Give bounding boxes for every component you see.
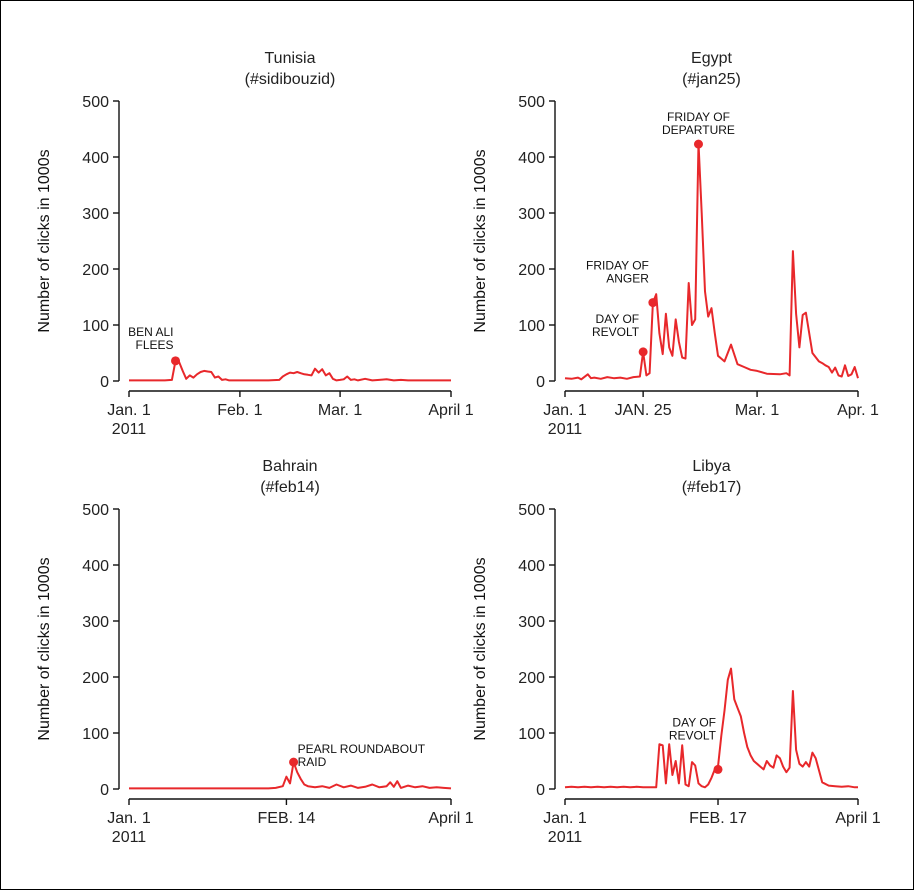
y-tick-label: 200 [82, 262, 109, 279]
annotation-label: PEARL ROUNDABOUT [298, 742, 426, 756]
y-axis-label: Number of clicks in 1000s [472, 149, 489, 332]
annotation-label: BEN ALI [128, 325, 173, 339]
y-tick-label: 400 [82, 558, 109, 575]
y-tick-label: 0 [100, 374, 109, 391]
x-tick-sublabel: 2011 [548, 829, 583, 846]
annotation-marker [648, 298, 658, 308]
y-tick-label: 300 [518, 206, 545, 223]
chart-subtitle: (#feb17) [682, 479, 742, 496]
chart-subtitle: (#sidibouzid) [245, 71, 336, 88]
y-axis-label: Number of clicks in 1000s [36, 149, 53, 332]
series-line-1 [129, 761, 452, 790]
y-tick-label: 0 [536, 782, 545, 799]
annotation-marker [638, 347, 648, 357]
y-axis-label: Number of clicks in 1000s [36, 557, 53, 740]
series-line-1 [564, 142, 859, 381]
annotation-marker [713, 764, 723, 774]
y-tick-label: 100 [82, 318, 109, 335]
chart-title: Tunisia [265, 50, 316, 67]
y-tick-label: 400 [82, 150, 109, 167]
annotation-label: FRIDAY OF [586, 259, 649, 273]
y-tick-label: 100 [518, 726, 545, 743]
x-tick-label: FEB. 17 [689, 810, 747, 827]
x-tick-label: JAN. 25 [615, 402, 672, 419]
chart-subtitle: (#jan25) [682, 71, 741, 88]
x-tick-label: FEB. 14 [258, 810, 316, 827]
y-tick-label: 300 [518, 614, 545, 631]
annotation-label: REVOLT [592, 325, 640, 339]
y-tick-label: 100 [518, 318, 545, 335]
y-tick-label: 0 [100, 782, 109, 799]
chart-title: Egypt [691, 50, 732, 67]
x-tick-sublabel: 2011 [548, 421, 583, 438]
y-tick-label: 200 [518, 670, 545, 687]
x-tick-sublabel: 2011 [112, 829, 147, 846]
series-line-1 [129, 359, 451, 382]
annotation-label: DEPARTURE [662, 123, 735, 137]
x-tick-label: April 1 [835, 810, 880, 827]
chart-subtitle: (#feb14) [260, 479, 320, 496]
annotation-label: RAID [298, 755, 327, 769]
x-tick-sublabel: 2011 [112, 421, 147, 438]
x-tick-label: Apr. 1 [837, 402, 879, 419]
x-tick-label: April 1 [428, 810, 473, 827]
annotation-label: DAY OF [596, 312, 640, 326]
y-tick-label: 300 [82, 206, 109, 223]
chart-panel-3: Bahrain (#feb14) 0 100 200 300 400 500 Number of… [36, 458, 474, 846]
y-tick-label: 200 [518, 262, 545, 279]
annotation-label: FRIDAY OF [667, 110, 730, 124]
y-tick-label: 500 [518, 94, 545, 111]
chart-panel-1: Tunisia (#sidibouzid) 0 100 200 300 400 500 Numb… [36, 50, 474, 438]
x-tick-label: Jan. 1 [543, 402, 587, 419]
y-tick-label: 100 [82, 726, 109, 743]
chart-title: Libya [692, 458, 730, 475]
y-tick-label: 200 [82, 670, 109, 687]
x-tick-label: Jan. 1 [543, 810, 587, 827]
annotation-marker [171, 356, 181, 366]
x-tick-label: April 1 [428, 402, 473, 419]
x-tick-label: Mar. 1 [318, 402, 363, 419]
x-tick-label: Mar. 1 [735, 402, 780, 419]
x-tick-label: Jan. 1 [107, 810, 151, 827]
annotation-label: FLEES [135, 338, 173, 352]
annotation-label: DAY OF [672, 715, 716, 729]
annotation-marker [289, 757, 299, 767]
chart-panel-2: Egypt (#jan25) 0 100 200 300 400 500 Number of c… [472, 50, 879, 438]
annotation-label: REVOLT [669, 728, 717, 742]
x-tick-label: Feb. 1 [217, 402, 262, 419]
chart-title: Bahrain [262, 458, 317, 475]
y-tick-label: 400 [518, 558, 545, 575]
y-tick-label: 500 [82, 502, 109, 519]
annotation-label: ANGER [606, 272, 649, 286]
x-tick-label: Jan. 1 [107, 402, 151, 419]
series-line-1 [564, 667, 858, 789]
y-axis-label: Number of clicks in 1000s [472, 557, 489, 740]
y-tick-label: 500 [82, 94, 109, 111]
y-tick-label: 500 [518, 502, 545, 519]
annotation-marker [693, 139, 703, 149]
y-tick-label: 0 [536, 374, 545, 391]
y-tick-label: 300 [82, 614, 109, 631]
y-tick-label: 400 [518, 150, 545, 167]
chart-panel-4: Libya (#feb17) 0 100 200 300 400 500 Number of c… [472, 458, 881, 846]
